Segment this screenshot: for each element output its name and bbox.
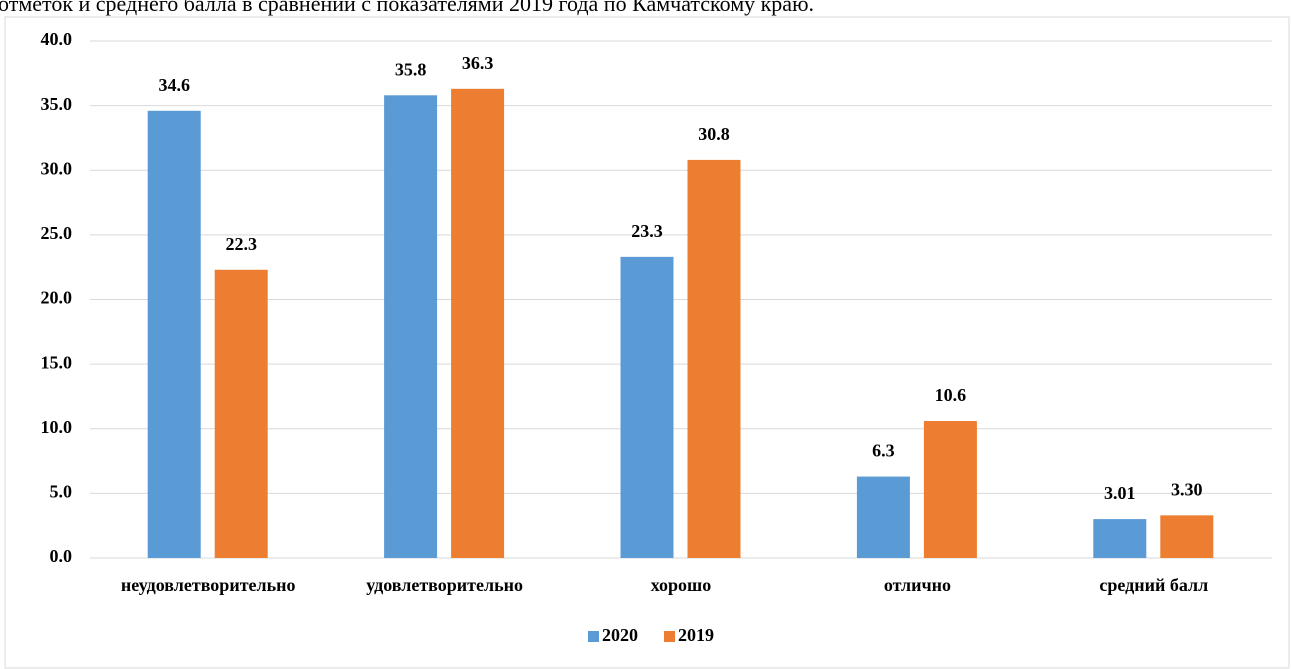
bar	[1093, 519, 1147, 558]
bar	[923, 420, 977, 558]
value-label: 35.8	[395, 59, 427, 79]
legend-swatch	[664, 631, 675, 642]
legend-label: 2019	[678, 625, 714, 645]
y-tick-label: 0.0	[50, 546, 73, 566]
value-label: 10.6	[935, 385, 967, 405]
value-label: 34.6	[158, 75, 190, 95]
y-tick-label: 20.0	[41, 288, 73, 308]
x-tick-label: удовлетворительно	[366, 575, 523, 595]
bar	[147, 110, 201, 559]
value-label: 36.3	[462, 53, 494, 73]
value-label: 23.3	[631, 221, 663, 241]
y-tick-label: 40.0	[41, 29, 73, 49]
bar	[687, 159, 741, 558]
y-tick-label: 35.0	[41, 94, 73, 114]
value-label: 22.3	[225, 234, 257, 254]
y-tick-label: 5.0	[50, 482, 73, 502]
bar	[856, 476, 910, 558]
x-tick-label: отлично	[884, 575, 951, 595]
value-label: 30.8	[698, 124, 730, 144]
value-label: 3.30	[1171, 479, 1203, 499]
bar	[214, 269, 268, 558]
y-tick-label: 30.0	[41, 158, 73, 178]
x-tick-label: хорошо	[651, 575, 712, 595]
x-tick-label: средний балл	[1099, 575, 1208, 595]
y-tick-label: 10.0	[41, 417, 73, 437]
x-tick-label: неудовлетворительно	[121, 575, 296, 595]
bar	[451, 88, 505, 558]
y-tick-label: 25.0	[41, 223, 73, 243]
legend-swatch	[588, 631, 599, 642]
chart-title: отметок и среднего балла в сравнении с п…	[0, 0, 814, 16]
bar	[620, 256, 674, 558]
bar	[1160, 515, 1214, 558]
y-tick-label: 15.0	[41, 352, 73, 372]
value-label: 6.3	[872, 441, 895, 461]
value-label: 3.01	[1104, 483, 1136, 503]
legend-label: 2020	[602, 625, 638, 645]
bar	[384, 95, 438, 558]
